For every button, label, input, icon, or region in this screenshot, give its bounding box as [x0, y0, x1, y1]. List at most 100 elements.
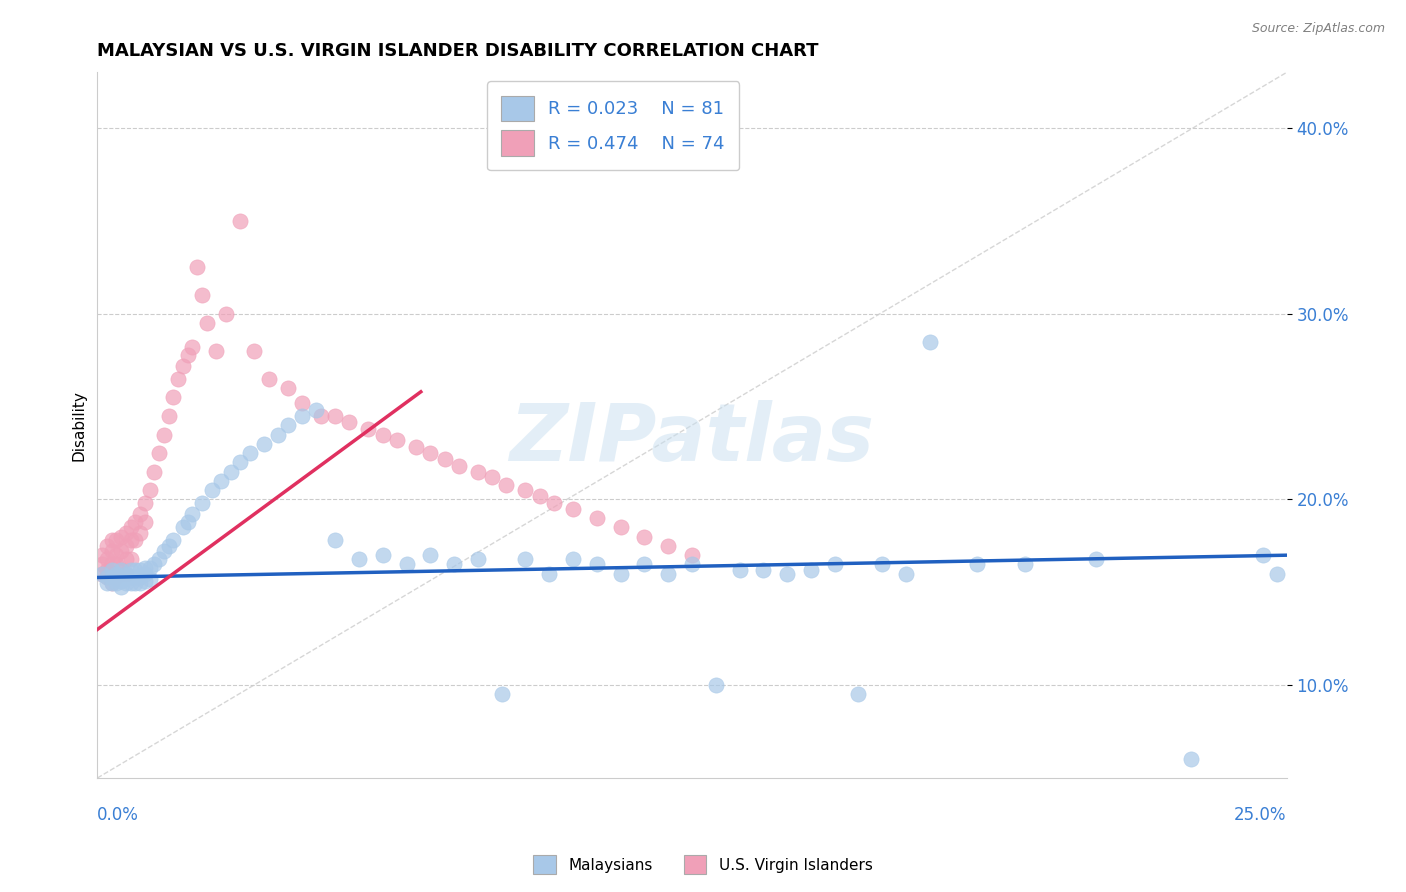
- Point: [115, 566, 138, 581]
- Point: [96, 570, 118, 584]
- Point: [538, 566, 561, 581]
- Point: [704, 678, 727, 692]
- Point: [115, 566, 138, 581]
- Point: [115, 570, 138, 584]
- Point: [205, 343, 228, 358]
- Point: [824, 558, 846, 572]
- Point: [157, 539, 180, 553]
- Point: [305, 403, 328, 417]
- Point: [800, 563, 823, 577]
- Point: [681, 548, 703, 562]
- Point: [105, 566, 128, 581]
- Point: [110, 570, 132, 584]
- Point: [323, 533, 346, 548]
- Point: [129, 576, 152, 591]
- Point: [120, 570, 142, 584]
- Point: [105, 558, 128, 572]
- Point: [257, 372, 280, 386]
- Point: [110, 580, 132, 594]
- Point: [110, 544, 132, 558]
- Point: [966, 558, 988, 572]
- Point: [495, 477, 517, 491]
- Text: Source: ZipAtlas.com: Source: ZipAtlas.com: [1251, 22, 1385, 36]
- Point: [191, 288, 214, 302]
- Point: [1180, 752, 1202, 766]
- Point: [100, 544, 122, 558]
- Point: [148, 446, 170, 460]
- Point: [181, 340, 204, 354]
- Point: [1085, 552, 1108, 566]
- Point: [143, 465, 166, 479]
- Point: [405, 441, 427, 455]
- Point: [395, 558, 418, 572]
- Point: [153, 544, 176, 558]
- Point: [134, 496, 156, 510]
- Point: [529, 489, 551, 503]
- Point: [115, 539, 138, 553]
- Point: [277, 381, 299, 395]
- Point: [162, 390, 184, 404]
- Point: [1265, 566, 1288, 581]
- Point: [115, 552, 138, 566]
- Point: [752, 563, 775, 577]
- Text: ZIPatlas: ZIPatlas: [509, 401, 875, 478]
- Text: 0.0%: 0.0%: [97, 806, 139, 824]
- Point: [105, 576, 128, 591]
- Point: [229, 214, 252, 228]
- Point: [219, 465, 242, 479]
- Point: [120, 552, 142, 566]
- Point: [347, 552, 370, 566]
- Point: [209, 474, 232, 488]
- Point: [120, 520, 142, 534]
- Point: [91, 548, 114, 562]
- Point: [129, 508, 152, 522]
- Point: [120, 576, 142, 591]
- Point: [105, 548, 128, 562]
- Point: [609, 520, 631, 534]
- Point: [186, 260, 208, 275]
- Text: MALAYSIAN VS U.S. VIRGIN ISLANDER DISABILITY CORRELATION CHART: MALAYSIAN VS U.S. VIRGIN ISLANDER DISABI…: [97, 42, 818, 60]
- Point: [633, 558, 655, 572]
- Point: [177, 515, 200, 529]
- Point: [100, 576, 122, 591]
- Point: [96, 552, 118, 566]
- Point: [267, 427, 290, 442]
- Point: [681, 558, 703, 572]
- Point: [100, 558, 122, 572]
- Point: [195, 316, 218, 330]
- Point: [371, 427, 394, 442]
- Point: [100, 576, 122, 591]
- Point: [277, 418, 299, 433]
- Point: [138, 561, 160, 575]
- Point: [339, 415, 361, 429]
- Point: [515, 552, 537, 566]
- Point: [124, 563, 146, 577]
- Point: [1014, 558, 1036, 572]
- Point: [124, 576, 146, 591]
- Point: [291, 396, 314, 410]
- Point: [419, 548, 441, 562]
- Point: [120, 563, 142, 577]
- Point: [120, 533, 142, 548]
- Point: [243, 343, 266, 358]
- Point: [100, 533, 122, 548]
- Point: [129, 525, 152, 540]
- Point: [129, 563, 152, 577]
- Point: [105, 533, 128, 548]
- Point: [96, 570, 118, 584]
- Point: [167, 372, 190, 386]
- Point: [153, 427, 176, 442]
- Point: [115, 576, 138, 591]
- Point: [157, 409, 180, 423]
- Point: [562, 552, 585, 566]
- Point: [447, 458, 470, 473]
- Point: [110, 574, 132, 589]
- Point: [467, 552, 489, 566]
- Point: [657, 566, 679, 581]
- Point: [1251, 548, 1274, 562]
- Point: [918, 334, 941, 349]
- Point: [162, 533, 184, 548]
- Point: [562, 501, 585, 516]
- Legend: Malaysians, U.S. Virgin Islanders: Malaysians, U.S. Virgin Islanders: [527, 849, 879, 880]
- Point: [96, 563, 118, 577]
